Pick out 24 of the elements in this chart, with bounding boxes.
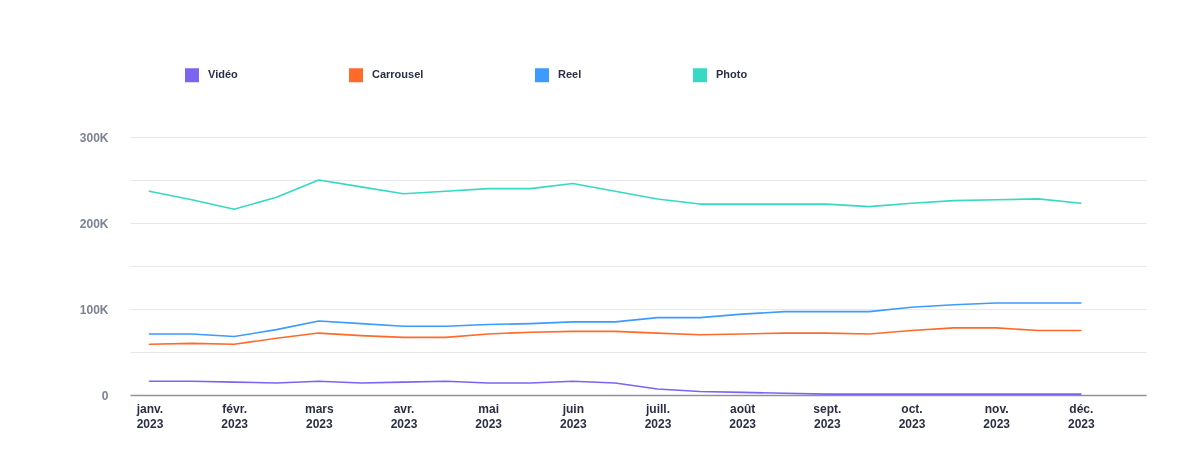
y-tick-label: 100K [79, 302, 109, 317]
legend-label: Reel [558, 68, 582, 81]
legend-label: Photo [716, 68, 748, 81]
x-tick-label: juin 2023 [559, 401, 587, 431]
y-tick-label: 200K [79, 216, 109, 231]
y-tick-label: 300K [79, 130, 109, 145]
line-series [148, 327, 1082, 346]
x-tick-label: juill. 2023 [644, 401, 672, 431]
x-tick-label: mars 2023 [304, 401, 334, 431]
x-tick-label: févr. 2023 [221, 401, 249, 431]
x-tick-label: oct. 2023 [898, 401, 926, 431]
x-tick-label: avr. 2023 [390, 401, 418, 431]
line-series [148, 302, 1082, 338]
x-tick-label: nov. 2023 [983, 401, 1011, 431]
x-tick-label: déc. 2023 [1067, 401, 1095, 431]
legend-label: Carrousel [372, 68, 424, 81]
x-tick-label: août 2023 [729, 401, 757, 431]
x-tick-label: mai 2023 [475, 401, 503, 431]
line-series [148, 380, 1082, 395]
legend-label: Vidéo [208, 68, 239, 81]
x-tick-label: janv. 2023 [135, 401, 164, 431]
y-tick-label: 0 [101, 388, 109, 403]
x-tick-label: sept. 2023 [813, 401, 842, 431]
line-series [148, 179, 1082, 211]
